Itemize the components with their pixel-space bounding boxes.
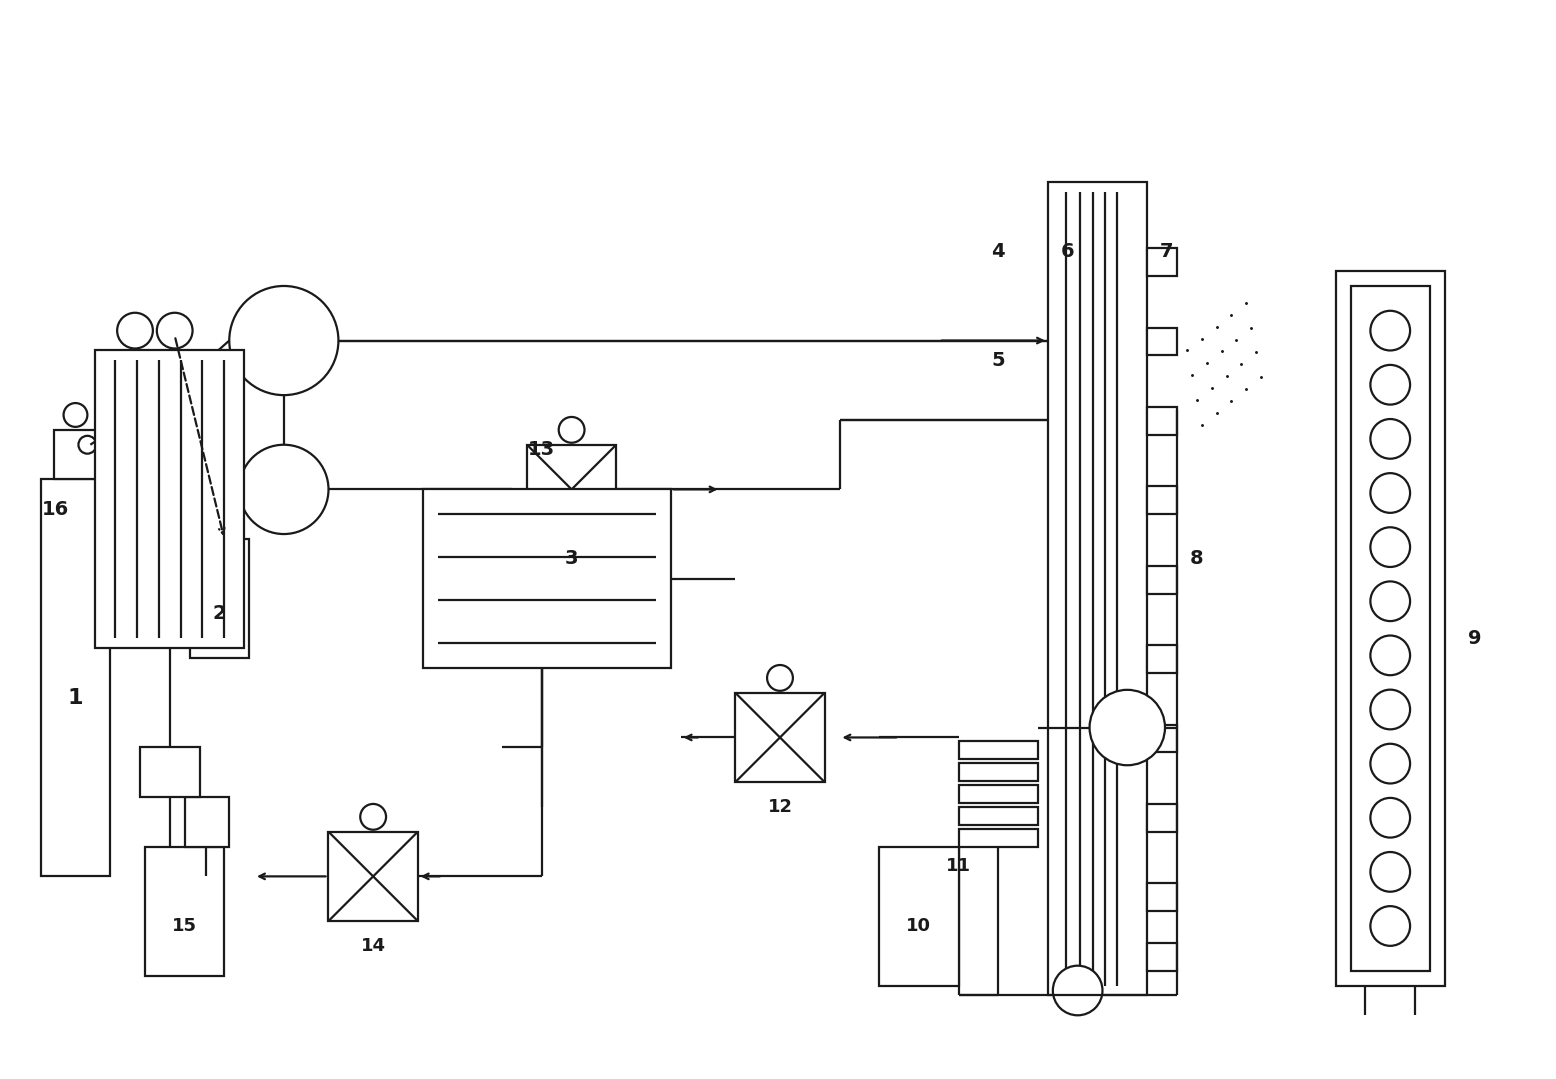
Text: 10: 10 xyxy=(907,917,932,935)
Bar xyxy=(527,445,616,534)
Bar xyxy=(1147,565,1176,593)
Circle shape xyxy=(767,665,794,691)
Bar xyxy=(185,797,229,847)
Circle shape xyxy=(1371,419,1410,459)
Bar xyxy=(1335,271,1446,985)
Text: 14: 14 xyxy=(361,937,386,955)
Bar xyxy=(879,847,958,985)
Bar xyxy=(140,748,199,797)
Circle shape xyxy=(1371,582,1410,622)
Bar xyxy=(958,807,1038,824)
Bar xyxy=(1147,804,1176,832)
Bar xyxy=(1147,407,1176,435)
Text: 6: 6 xyxy=(1061,242,1075,261)
Bar xyxy=(1147,884,1176,911)
Bar xyxy=(958,829,1038,847)
Text: 3: 3 xyxy=(565,549,579,569)
Bar xyxy=(1147,943,1176,971)
Text: 8: 8 xyxy=(1190,549,1203,569)
Bar xyxy=(145,847,224,975)
Circle shape xyxy=(1371,474,1410,513)
Circle shape xyxy=(1371,528,1410,566)
Bar xyxy=(958,763,1038,781)
Circle shape xyxy=(1371,311,1410,351)
Bar xyxy=(1047,181,1147,996)
Text: 7: 7 xyxy=(1161,242,1173,261)
Bar xyxy=(736,693,825,782)
Circle shape xyxy=(64,404,87,427)
Circle shape xyxy=(1053,966,1103,1015)
Text: 2: 2 xyxy=(213,604,226,623)
Text: 12: 12 xyxy=(767,797,792,816)
Ellipse shape xyxy=(201,515,238,534)
Circle shape xyxy=(1371,797,1410,837)
Text: 11: 11 xyxy=(946,858,971,875)
Circle shape xyxy=(157,313,193,349)
Bar xyxy=(1147,487,1176,515)
Circle shape xyxy=(1371,689,1410,729)
Text: 5: 5 xyxy=(991,351,1005,370)
Bar xyxy=(1147,645,1176,673)
Circle shape xyxy=(1371,743,1410,783)
Circle shape xyxy=(1371,636,1410,675)
Circle shape xyxy=(361,804,386,830)
Text: 1: 1 xyxy=(68,687,82,708)
Circle shape xyxy=(1371,906,1410,946)
Text: 4: 4 xyxy=(991,242,1005,261)
Text: 13: 13 xyxy=(529,440,555,460)
Bar xyxy=(1147,328,1176,355)
Bar xyxy=(958,786,1038,803)
Bar xyxy=(1351,286,1430,971)
Circle shape xyxy=(78,436,96,453)
Text: 9: 9 xyxy=(1467,629,1481,647)
Circle shape xyxy=(559,416,585,442)
Bar xyxy=(1147,248,1176,276)
Circle shape xyxy=(117,313,152,349)
Bar xyxy=(958,741,1038,760)
Text: 16: 16 xyxy=(42,500,70,519)
Bar xyxy=(95,351,244,648)
Circle shape xyxy=(229,286,338,395)
Bar xyxy=(328,832,419,921)
Bar xyxy=(1147,725,1176,752)
Bar xyxy=(190,540,249,658)
Circle shape xyxy=(1371,852,1410,891)
Bar xyxy=(423,490,671,668)
Text: 15: 15 xyxy=(173,917,198,935)
Bar xyxy=(53,429,98,479)
Circle shape xyxy=(240,445,328,534)
Bar xyxy=(40,479,110,876)
Circle shape xyxy=(1371,365,1410,405)
Circle shape xyxy=(1089,689,1165,765)
